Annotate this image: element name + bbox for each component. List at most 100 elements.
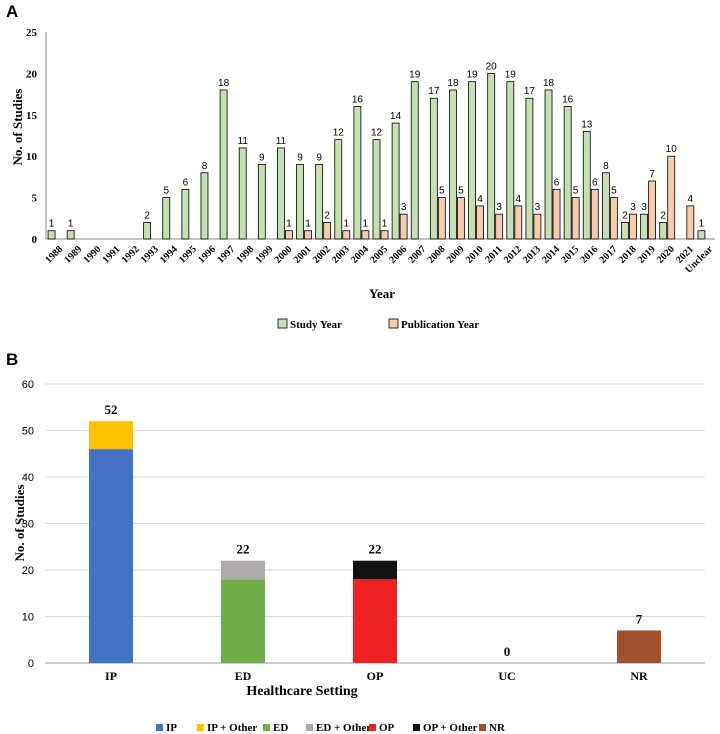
panel-a-bar-publication-year (686, 205, 695, 240)
panel-a-x-tick-label: 2017 (598, 244, 620, 266)
panel-b-legend-item: OP + Other (413, 722, 478, 734)
panel-b-legend: IP IP + Other ED ED + Other OP OP + Other NR (156, 722, 506, 734)
panel-b-x-tick-label: ED (235, 669, 252, 683)
panel-b-bar-op (353, 579, 397, 663)
panel-a-x-tick-labels: 1988198919901991199219931994199519961997… (43, 243, 715, 275)
panel-a-x-tick-label: 2004 (349, 244, 371, 266)
panel-a-bar-study-year (506, 81, 515, 240)
panel-b-y-tick-label: 60 (22, 379, 34, 391)
panel-a-bar-study-year (468, 81, 476, 240)
panel-a-chart: A 1 1256818119111919212116112114319175185… (6, 2, 715, 331)
panel-b-legend-item: IP (156, 722, 177, 734)
panel-a-data-label: 12 (371, 128, 383, 139)
panel-a-bar-study-year (200, 172, 209, 240)
panel-a-bar-study-year (277, 147, 285, 240)
panel-a-x-tick-label: 1993 (139, 244, 161, 266)
panel-a-x-tick-label: 2007 (406, 244, 428, 266)
panel-a-legend-item: Study Year (277, 318, 342, 331)
panel-a-bar-study-year (181, 188, 190, 240)
panel-a-bar-study-year (372, 139, 381, 240)
panel-a-data-label: 1 (363, 219, 369, 230)
panel-a-x-axis-label: Year (369, 286, 395, 301)
legend-swatch-op (369, 724, 376, 731)
panel-a-legend: Study Year Publication Year (277, 318, 479, 331)
panel-a-data-label: 1 (49, 219, 55, 230)
panel-a-bar-publication-year (476, 205, 484, 240)
panel-a-bar-study-year (640, 213, 648, 240)
panel-a-data-label: 4 (688, 194, 694, 205)
legend-label: Publication Year (401, 319, 479, 331)
panel-a-x-tick-label: 2006 (387, 244, 409, 266)
panel-a-data-label: 2 (622, 210, 628, 221)
panel-b-total-label: 52 (105, 402, 118, 417)
panel-a-data-label: 3 (641, 202, 647, 213)
panel-a-x-tick-label: 1999 (254, 244, 276, 266)
panel-a-bar-study-year (353, 106, 362, 240)
panel-b-bar-op-other (353, 560, 397, 580)
panel-a-x-tick-label: 2013 (521, 244, 543, 266)
panel-b-bars (89, 421, 661, 663)
panel-a-data-label: 6 (554, 177, 560, 188)
panel-a-data-label: 1 (699, 219, 705, 230)
panel-a-legend-item: Publication Year (388, 318, 479, 331)
panel-b-y-tick-label: 40 (22, 472, 34, 484)
panel-b-y-axis-label: No. of Studies (12, 485, 27, 562)
panel-a-data-label: 5 (611, 186, 617, 197)
legend-label: OP (379, 722, 395, 734)
panel-a-bar-publication-year (437, 197, 446, 240)
panel-a-data-label: 14 (390, 111, 402, 122)
panel-a-data-label: 1 (343, 219, 349, 230)
panel-a-data-label: 18 (543, 78, 555, 89)
panel-a-bar-study-year (582, 130, 591, 240)
panel-b-y-tick-label: 20 (22, 565, 34, 577)
panel-b-legend-item: OP (369, 722, 395, 734)
panel-a-data-label: 5 (573, 186, 579, 197)
panel-a-bar-publication-year (323, 222, 332, 240)
panel-a-data-label: 4 (516, 194, 522, 205)
panel-b-total-label: 0 (504, 644, 511, 659)
panel-b-total-labels: 52 22 22 0 7 (105, 402, 643, 659)
panel-a-data-label: 6 (592, 177, 598, 188)
panel-a-data-label: 11 (276, 136, 287, 147)
panel-b-y-tick-label: 30 (22, 519, 34, 531)
panel-a-data-label: 18 (447, 78, 459, 89)
panel-b-bar-nr (617, 630, 661, 663)
panel-a-x-tick-label: 1991 (101, 244, 123, 266)
panel-b-chart: B 52 22 22 0 7 IP ED OP UC NR 0 10 20 30 40 50 60 No. … (6, 350, 705, 734)
legend-label: OP + Other (423, 722, 478, 734)
panel-b-x-tick-label: NR (630, 669, 648, 683)
panel-a-bar-study-year (334, 139, 343, 240)
panel-a-y-tick-label: 25 (26, 27, 38, 39)
panel-a-bar-study-year (525, 97, 534, 240)
panel-a-bars: 1 125681811911191921211611211431917518519… (47, 61, 706, 240)
panel-a-data-label: 16 (352, 95, 364, 106)
panel-a-data-label: 5 (163, 186, 169, 197)
panel-a-data-label: 3 (630, 202, 636, 213)
panel-a-y-tick-label: 15 (26, 110, 38, 122)
panel-a-bar-publication-year (648, 180, 656, 240)
panel-a-data-label: 2 (324, 210, 330, 221)
panel-a-data-label: 8 (202, 161, 208, 172)
panel-a-bar-study-year (315, 164, 324, 240)
panel-a-data-label: 3 (535, 202, 541, 213)
panel-a-bar-study-year (257, 164, 266, 240)
legend-label: IP + Other (207, 722, 257, 734)
panel-a-label: A (6, 2, 18, 21)
panel-a-data-label: 1 (305, 219, 311, 230)
panel-a-x-tick-label: 2008 (426, 244, 448, 266)
panel-b-legend-item: ED + Other (306, 722, 371, 734)
panel-a-x-tick-label: 2016 (578, 244, 600, 266)
panel-a-data-label: 18 (218, 78, 230, 89)
panel-a-bar-publication-year (285, 230, 293, 240)
legend-swatch-ed-other (306, 724, 313, 731)
panel-a-x-tick-label: 1989 (62, 244, 84, 266)
panel-b-x-tick-label: UC (498, 669, 515, 683)
panel-a-x-tick-label: 1994 (158, 244, 180, 266)
panel-a-bar-publication-year (667, 155, 676, 240)
panel-a-bar-publication-year (533, 213, 542, 240)
panel-a-data-label: 3 (401, 202, 407, 213)
panel-a-x-tick-label: 2015 (559, 244, 581, 266)
panel-a-data-label: 2 (660, 210, 666, 221)
panel-a-data-label: 17 (524, 86, 536, 97)
